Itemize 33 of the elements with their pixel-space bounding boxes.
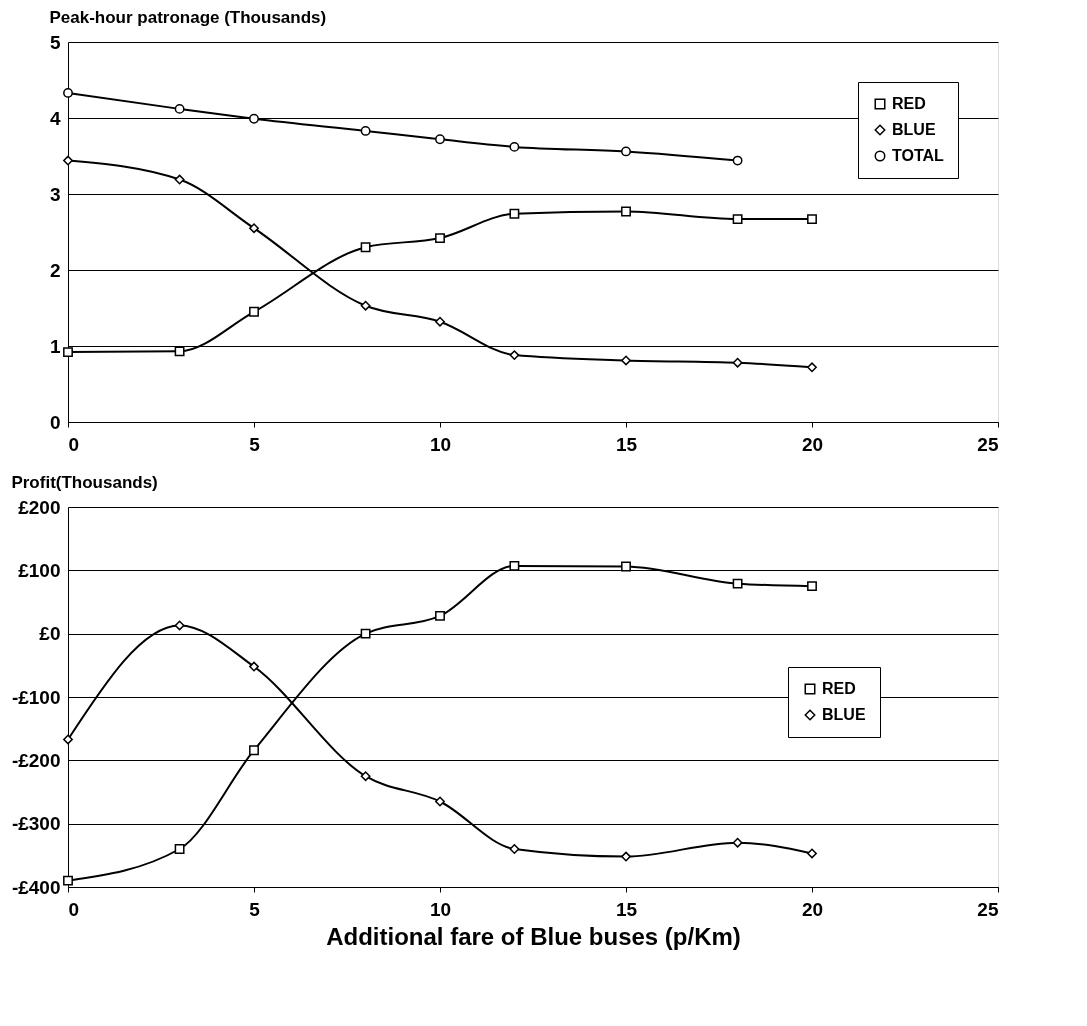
x-tick-label: 25 <box>977 898 999 920</box>
legend-label: RED <box>892 95 926 112</box>
y-tick-label: -£100 <box>11 686 61 708</box>
x-tick-label: 5 <box>249 898 261 920</box>
legend-label: BLUE <box>892 121 936 138</box>
y-tick-label: -£300 <box>11 813 61 835</box>
x-tick-label: 15 <box>615 433 638 455</box>
x-tick-label: 0 <box>68 898 80 920</box>
y-tick-label: -£400 <box>11 876 61 898</box>
legend-label: RED <box>822 680 856 697</box>
x-tick-label: 20 <box>801 433 824 455</box>
y-tick-label: 3 <box>49 183 61 205</box>
x-tick-label: 20 <box>801 898 824 920</box>
x-tick-label: 5 <box>249 433 261 455</box>
x-tick-label: 10 <box>429 433 452 455</box>
y-tick-label: 5 <box>49 31 61 53</box>
y-tick-label: 2 <box>49 259 61 281</box>
y-tick-label: 1 <box>49 335 61 357</box>
chart-title: Peak-hour patronage (Thousands) <box>49 8 327 27</box>
legend-label: BLUE <box>822 706 866 723</box>
chart-title: Profit(Thousands) <box>11 473 158 492</box>
x-tick-label: 10 <box>429 898 452 920</box>
y-tick-label: £200 <box>18 496 61 518</box>
x-tick-label: 0 <box>68 433 80 455</box>
x-axis-title: Additional fare of Blue buses (p/Km) <box>326 922 741 950</box>
x-tick-label: 25 <box>977 433 999 455</box>
y-tick-label: £100 <box>18 559 61 581</box>
y-tick-label: 0 <box>49 411 61 433</box>
x-tick-label: 15 <box>615 898 638 920</box>
y-tick-label: 4 <box>49 107 61 129</box>
y-tick-label: £0 <box>39 623 61 645</box>
y-tick-label: -£200 <box>11 749 61 771</box>
legend-label: TOTAL <box>892 147 945 164</box>
